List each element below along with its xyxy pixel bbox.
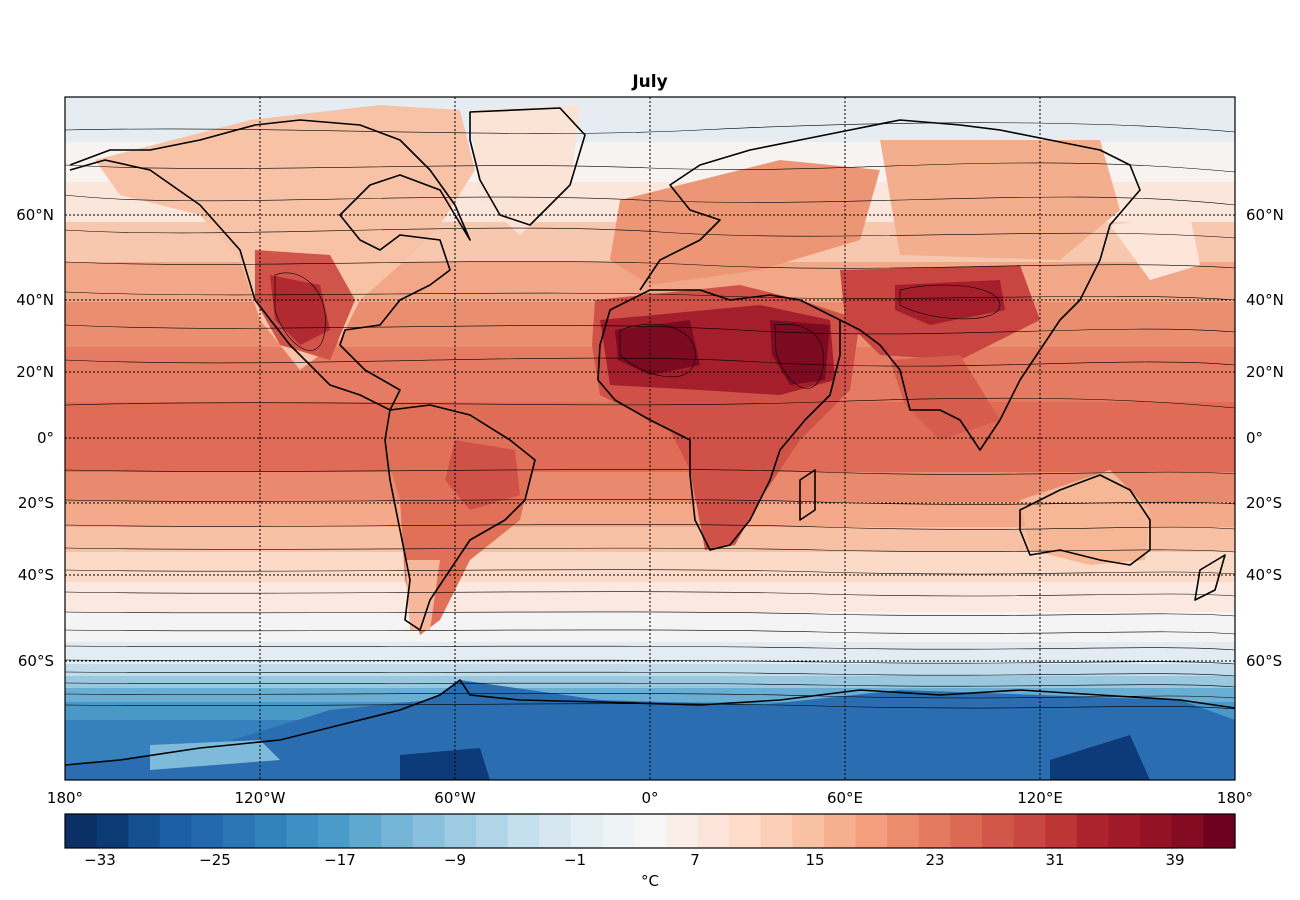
colorbar-tick-label: −17 [324, 851, 356, 869]
colorbar-segment [412, 814, 446, 848]
colorbar-tick-label: 39 [1165, 851, 1185, 869]
colorbar-tick-label: 23 [925, 851, 945, 869]
colorbar-segment [918, 814, 951, 848]
colorbar-segment [1171, 814, 1204, 848]
lon-label-60w: 60°W [434, 789, 476, 807]
colorbar-segment [665, 814, 699, 848]
colorbar-segment [792, 814, 825, 848]
colorbar-segment [539, 814, 572, 848]
coastlines [65, 107, 1235, 766]
colorbar-segment [855, 814, 888, 848]
lon-label-60e: 60°E [826, 789, 864, 807]
colorbar-segment [823, 814, 857, 848]
lon-label-120e: 120°E [1017, 789, 1063, 807]
colorbar-segment [507, 814, 540, 848]
colorbar-tick-label: 31 [1045, 851, 1065, 869]
lon-label-180-left: 180° [46, 789, 84, 807]
colorbar-segment [634, 814, 667, 848]
lon-label-120w: 120°W [234, 789, 286, 807]
colorbar-segment [729, 814, 762, 848]
colorbar-segment [128, 814, 161, 848]
colorbar-segment [1045, 814, 1078, 848]
colorbar-segment [1076, 814, 1110, 848]
lat-label-60n-right: 60°N [1246, 206, 1284, 224]
colorbar-segment [1108, 814, 1141, 848]
colorbar-unit-label: °C [641, 872, 659, 890]
colorbar-segment [65, 814, 98, 848]
colorbar-tick-label: 7 [690, 851, 700, 869]
colorbar-segment [760, 814, 793, 848]
map-title: July [632, 72, 668, 92]
colorbar-segment [349, 814, 382, 848]
lon-label-180-right: 180° [1216, 789, 1254, 807]
isotherm-contours [65, 122, 1235, 710]
colorbar-segment [159, 814, 193, 848]
lat-label-20s-left: 20°S [17, 494, 54, 512]
lat-label-40s-right: 40°S [1246, 566, 1283, 584]
lon-label-0: 0° [641, 789, 659, 807]
colorbar-frame [64, 813, 1236, 849]
lat-label-60s-left: 60°S [17, 652, 54, 670]
colorbar-segment [317, 814, 351, 848]
lat-label-0-left: 0° [36, 429, 54, 447]
colorbar-segment [96, 814, 129, 848]
colorbar-segment [602, 814, 635, 848]
colorbar-segment [191, 814, 224, 848]
lat-label-60s-right: 60°S [1246, 652, 1283, 670]
colorbar-segment [444, 814, 477, 848]
colorbar-segment [1140, 814, 1173, 848]
colorbar-segment [381, 814, 414, 848]
colorbar-segment [1013, 814, 1046, 848]
colorbar-tick-label: −9 [443, 851, 467, 869]
colorbar-tick-label: −1 [563, 851, 587, 869]
lat-label-60n-left: 60°N [16, 206, 54, 224]
colorbar-segment [1203, 814, 1236, 848]
graticule [65, 97, 1235, 780]
colorbar-segment [223, 814, 256, 848]
lat-label-20n-right: 20°N [1246, 363, 1284, 381]
colorbar-tick-label: 15 [805, 851, 825, 869]
colorbar-segment [887, 814, 920, 848]
lat-label-0-right: 0° [1246, 429, 1264, 447]
lat-label-20n-left: 20°N [16, 363, 54, 381]
colorbar-tick-label: −33 [84, 851, 116, 869]
colorbar-segment [697, 814, 730, 848]
colorbar-tick-label: −25 [199, 851, 231, 869]
lat-label-40n-left: 40°N [16, 291, 54, 309]
colorbar-segment [254, 814, 287, 848]
colorbar-segment [286, 814, 319, 848]
lat-label-20s-right: 20°S [1246, 494, 1283, 512]
colorbar-segment [570, 814, 604, 848]
map-frame [64, 96, 1236, 781]
colorbar-segment [982, 814, 1015, 848]
lat-label-40s-left: 40°S [17, 566, 54, 584]
lat-label-40n-right: 40°N [1246, 291, 1284, 309]
colorbar-segment [476, 814, 509, 848]
colorbar-segment [950, 814, 983, 848]
colorbar [65, 814, 1236, 848]
